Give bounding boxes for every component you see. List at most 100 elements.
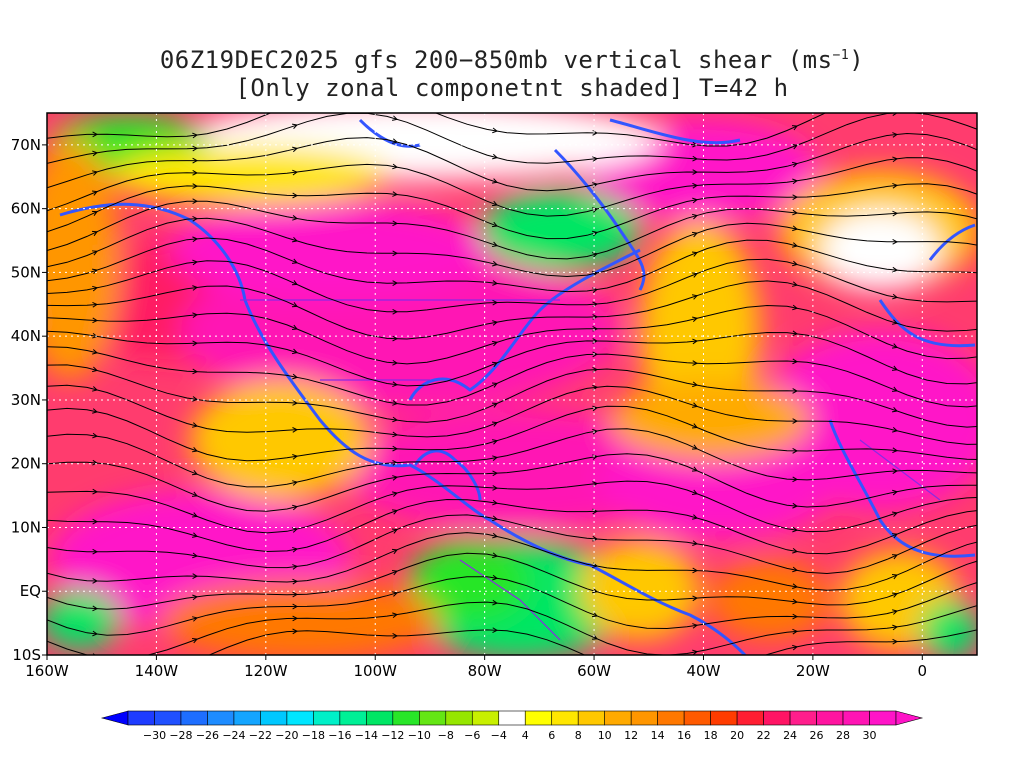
streamline-arrowhead xyxy=(392,163,399,170)
streamline-arrowhead xyxy=(592,230,599,237)
streamline-arrowhead xyxy=(392,460,399,466)
lat-label: 10N xyxy=(11,518,41,536)
streamline-arrowhead xyxy=(691,444,698,450)
lon-label: 80W xyxy=(468,662,502,680)
title-text-suffix: ) xyxy=(849,46,865,74)
streamline-arrowhead xyxy=(91,190,98,196)
streamlines xyxy=(47,92,977,655)
title-unit-superscript: −1 xyxy=(832,48,850,63)
streamline-arrowhead xyxy=(92,548,99,555)
streamline-arrowhead xyxy=(492,260,499,267)
lon-label: 0 xyxy=(918,662,928,680)
streamline-arrowhead xyxy=(192,259,199,266)
streamline-arrowhead xyxy=(392,138,399,144)
streamline-arrowhead xyxy=(691,466,698,472)
streamline-arrowhead xyxy=(692,169,699,175)
streamline-arrowhead xyxy=(792,628,799,635)
streamline-arrowhead xyxy=(391,509,398,515)
streamline-arrowhead xyxy=(792,260,799,267)
streamline-arrowhead xyxy=(192,170,199,176)
streamline-arrowhead xyxy=(692,540,699,546)
streamline xyxy=(47,132,977,192)
streamline-arrowhead xyxy=(592,587,598,594)
colorbar-swatch xyxy=(816,710,844,726)
streamline xyxy=(47,200,977,260)
streamline-arrowhead xyxy=(392,250,399,257)
streamline-arrowhead xyxy=(792,476,799,483)
streamline-arrowhead xyxy=(591,634,598,640)
lat-label: 40N xyxy=(11,327,41,345)
streamline-arrowhead xyxy=(492,299,499,306)
colorbar-label: −12 xyxy=(381,729,404,742)
streamline xyxy=(47,237,977,293)
map-frame xyxy=(46,112,978,656)
streamline-arrowhead xyxy=(892,239,899,245)
streamline-arrowhead xyxy=(392,445,399,452)
title-line-2: [Only zonal componetnt shaded] T=42 h xyxy=(235,74,789,102)
streamline-arrowhead xyxy=(291,302,298,308)
streamline-arrowhead xyxy=(492,470,499,477)
streamline-arrowhead xyxy=(192,215,199,222)
streamline-arrowhead xyxy=(492,599,499,606)
lat-label: 50N xyxy=(11,263,41,281)
title-line-1: 06Z19DEC2025 gfs 200−850mb vertical shea… xyxy=(0,46,1024,74)
streamline-arrowhead xyxy=(291,348,298,355)
streamline-arrowhead xyxy=(692,595,699,602)
colorbar-swatch xyxy=(657,710,685,726)
colorbar-max-triangle xyxy=(895,710,924,726)
colorbar-label: −28 xyxy=(169,729,192,742)
streamline xyxy=(47,364,977,428)
streamline-arrowhead xyxy=(892,427,899,433)
streamline-arrowhead xyxy=(392,416,399,423)
streamline-arrowhead xyxy=(192,552,199,559)
streamline-arrowhead xyxy=(893,92,897,97)
colorbar-swatch xyxy=(366,710,394,726)
streamline-arrowhead xyxy=(392,591,399,597)
coastlines xyxy=(59,118,976,655)
lon-label: 40W xyxy=(687,662,721,680)
streamline-arrowhead xyxy=(192,132,199,139)
latitude-labels: 70N 60N 50N 40N 30N 20N 10N EQ 10S xyxy=(11,136,47,664)
streamline-arrowhead xyxy=(692,381,699,388)
streamline-arrowhead xyxy=(91,268,98,275)
streamline-arrowhead xyxy=(492,552,499,559)
streamline-arrowhead xyxy=(192,532,199,538)
colorbar-label: −10 xyxy=(408,729,431,742)
colorbar-label: −4 xyxy=(491,729,507,742)
streamline-arrowhead xyxy=(392,612,399,618)
streamline-arrowhead xyxy=(392,280,399,286)
colorbar-swatch xyxy=(154,710,182,726)
colorbar-label: 22 xyxy=(757,729,771,742)
streamline-arrowhead xyxy=(691,251,698,257)
colorbar-swatch xyxy=(630,710,658,726)
streamline-arrowhead xyxy=(92,630,99,637)
streamline-arrowhead xyxy=(492,499,499,506)
streamline-arrowhead xyxy=(292,169,299,176)
streamline-arrowhead xyxy=(191,469,198,476)
streamline-arrowhead xyxy=(692,316,699,323)
colorbar-label: 20 xyxy=(730,729,744,742)
streamline-arrowhead xyxy=(692,623,699,629)
streamline-arrowhead xyxy=(92,366,99,373)
colorbar-swatch xyxy=(683,710,711,726)
streamline-arrowhead xyxy=(292,102,297,107)
colorbar-label: −16 xyxy=(328,729,351,742)
streamline-arrowhead xyxy=(91,230,98,237)
streamline-arrowhead xyxy=(292,454,299,460)
colorbar-swatch xyxy=(180,710,208,726)
lon-label: 20W xyxy=(796,662,830,680)
streamline-arrowhead xyxy=(292,564,299,570)
streamline-arrowhead xyxy=(891,574,898,580)
streamline-arrowhead xyxy=(292,236,298,243)
streamline-arrowhead xyxy=(92,349,99,355)
streamline-arrowhead xyxy=(192,312,199,319)
streamline-arrowhead xyxy=(492,153,499,160)
streamline-arrowhead xyxy=(92,150,99,157)
streamline-arrowhead xyxy=(892,638,899,645)
streamline-arrowhead xyxy=(292,578,299,585)
streamline-arrowhead xyxy=(291,123,298,129)
streamline-arrowhead xyxy=(192,285,199,291)
lon-label: 60W xyxy=(577,662,611,680)
streamline-arrowhead xyxy=(792,613,799,620)
streamline-arrowhead xyxy=(892,609,899,615)
